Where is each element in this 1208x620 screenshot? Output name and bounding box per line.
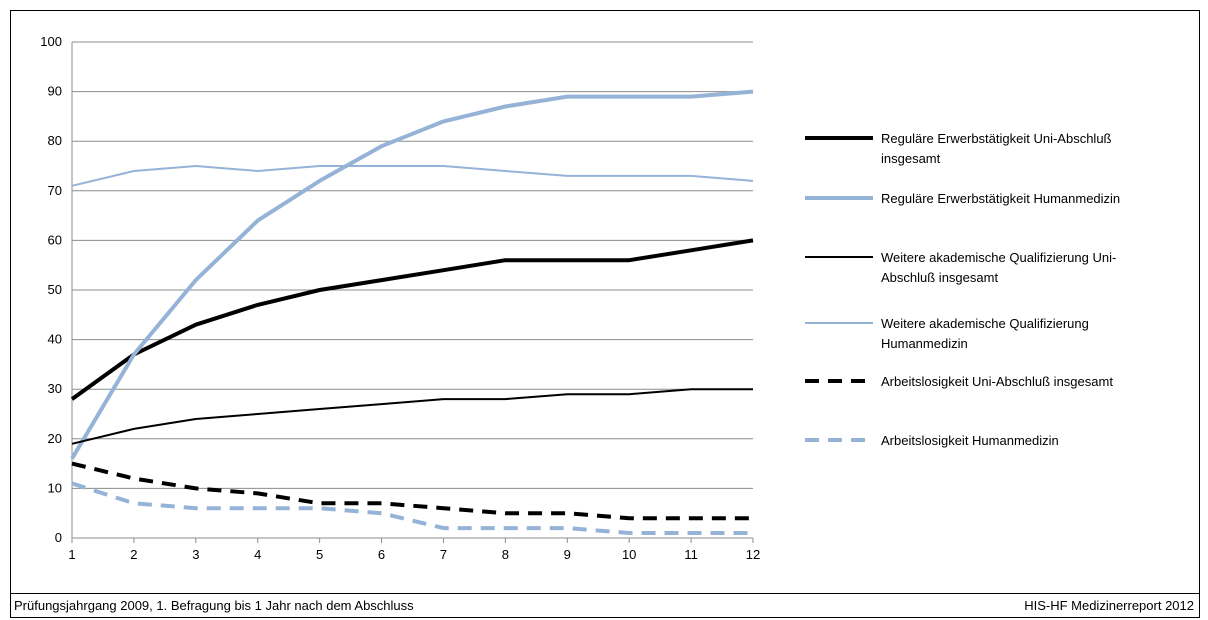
x-tick-label: 11 [684, 547, 698, 562]
series-line-1 [70, 238, 754, 401]
x-tick-label: 7 [440, 547, 447, 562]
footer-source-note: Prüfungsjahrgang 2009, 1. Befragung bis … [14, 598, 414, 613]
series-line-6 [71, 481, 753, 535]
y-tick-label: 10 [48, 480, 62, 495]
legend-label-4: Weitere akademische Qualifizierung [881, 316, 1089, 331]
x-tick-label: 9 [564, 547, 571, 562]
legend-label-2: Reguläre Erwerbstätigkeit Humanmedizin [881, 191, 1120, 206]
legend-label-3: Abschluß insgesamt [881, 270, 998, 285]
y-tick-label: 40 [48, 332, 62, 347]
y-tick-label: 90 [48, 84, 62, 99]
legend: Reguläre Erwerbstätigkeit Uni-Abschluß in… [805, 131, 1120, 448]
x-tick-label: 4 [254, 547, 261, 562]
legend-label-3: Weitere akademische Qualifizierung Uni- [881, 250, 1116, 265]
x-tick-label: 10 [622, 547, 636, 562]
series-lines [70, 89, 754, 535]
footer-report-title: HIS-HF Medizinerreport 2012 [1024, 598, 1194, 613]
series-line-4 [71, 165, 754, 187]
x-tick-label: 3 [192, 547, 199, 562]
y-tick-label: 0 [55, 530, 62, 545]
x-tick-label: 1 [68, 547, 75, 562]
x-tick-label: 6 [378, 547, 385, 562]
y-tick-label: 100 [40, 34, 62, 49]
y-tick-label: 80 [48, 133, 62, 148]
grid-lines [72, 41, 753, 489]
y-tick-label: 20 [48, 431, 62, 446]
footer-divider [10, 593, 1200, 594]
x-tick-label: 2 [130, 547, 137, 562]
x-tick-label: 8 [502, 547, 509, 562]
legend-label-5: Arbeitslosigkeit Uni-Abschluß insgesamt [881, 374, 1113, 389]
y-tick-label: 60 [48, 232, 62, 247]
x-tick-label: 5 [316, 547, 323, 562]
y-tick-label: 70 [48, 183, 62, 198]
y-tick-label: 50 [48, 282, 62, 297]
legend-label-1: insgesamt [881, 151, 941, 166]
legend-label-1: Reguläre Erwerbstätigkeit Uni-Abschluß [881, 131, 1112, 146]
series-line-5 [71, 461, 753, 521]
x-tick-label: 12 [746, 547, 760, 562]
series-line-2 [70, 89, 754, 460]
series-line-3 [71, 388, 753, 445]
y-tick-label: 30 [48, 381, 62, 396]
legend-label-4: Humanmedizin [881, 336, 968, 351]
legend-label-6: Arbeitslosigkeit Humanmedizin [881, 433, 1059, 448]
